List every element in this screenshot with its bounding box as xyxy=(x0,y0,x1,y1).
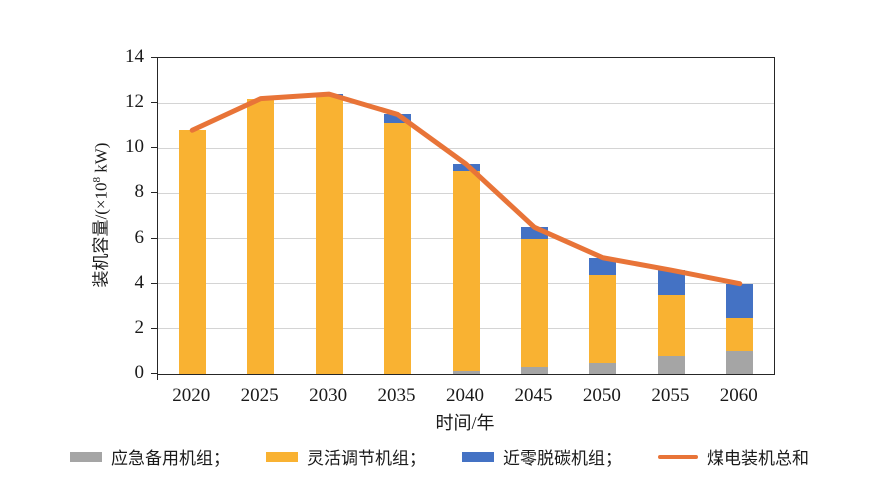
bar-segment-近零脱碳机组-2045 xyxy=(520,227,548,239)
bar-segment-灵活调节机组-2035 xyxy=(384,123,412,374)
legend-swatch-near-zero-decarb xyxy=(462,451,494,462)
legend-item-emergency-backup: 应急备用机组； xyxy=(70,444,230,469)
legend-swatch-flexible-regulation xyxy=(266,451,298,462)
bar-segment-灵活调节机组-2040 xyxy=(452,170,480,371)
legend-label-flexible-regulation: 灵活调节机组； xyxy=(307,449,426,468)
y-tick-label-8: 8 xyxy=(134,181,145,203)
y-tick-mark-10 xyxy=(151,147,157,149)
bar-segment-近零脱碳机组-2055 xyxy=(657,270,685,295)
bar-segment-应急备用机组-2050 xyxy=(589,362,617,374)
bar-segment-灵活调节机组-2060 xyxy=(726,317,754,352)
bar-segment-近零脱碳机组-2030 xyxy=(315,94,343,97)
bar-segment-近零脱碳机组-2040 xyxy=(452,164,480,171)
legend-label-emergency-backup: 应急备用机组； xyxy=(111,449,230,468)
bar-segment-灵活调节机组-2020 xyxy=(178,130,206,374)
bar-segment-近零脱碳机组-2060 xyxy=(726,283,754,318)
legend-item-total-line: 煤电装机总和 xyxy=(658,444,809,469)
y-tick-label-6: 6 xyxy=(134,226,145,248)
bar-segment-近零脱碳机组-2035 xyxy=(384,114,412,124)
x-tick-label-2035: 2035 xyxy=(377,385,416,406)
bar-segment-灵活调节机组-2025 xyxy=(247,98,275,374)
legend-swatch-emergency-backup xyxy=(70,451,102,462)
y-tick-mark-8 xyxy=(151,192,157,194)
legend: 应急备用机组； 灵活调节机组； 近零脱碳机组； 煤电装机总和 xyxy=(0,444,879,469)
y-tick-mark-14 xyxy=(151,57,157,58)
bar-segment-近零脱碳机组-2050 xyxy=(589,257,617,275)
y-tick-label-12: 12 xyxy=(125,91,144,113)
x-tick-label-2030: 2030 xyxy=(309,385,348,406)
bar-segment-灵活调节机组-2050 xyxy=(589,274,617,363)
x-tick-label-2050: 2050 xyxy=(582,385,621,406)
y-tick-mark-2 xyxy=(151,327,157,329)
legend-label-total: 煤电装机总和 xyxy=(707,449,809,468)
y-tick-label-0: 0 xyxy=(134,362,145,383)
x-axis-corner-tick xyxy=(157,375,158,380)
bar-segment-应急备用机组-2055 xyxy=(657,355,685,374)
bar-segment-灵活调节机组-2055 xyxy=(657,295,685,356)
y-tick-mark-4 xyxy=(151,282,157,284)
y-tick-label-2: 2 xyxy=(134,316,145,338)
bar-segment-应急备用机组-2040 xyxy=(452,370,480,374)
y-tick-label-10: 10 xyxy=(125,136,144,158)
legend-item-flexible-regulation: 灵活调节机组； xyxy=(266,444,426,469)
x-tick-label-2025: 2025 xyxy=(240,385,279,406)
bar-segment-灵活调节机组-2030 xyxy=(315,96,343,374)
x-tick-label-2060: 2060 xyxy=(719,385,758,406)
bar-segment-应急备用机组-2045 xyxy=(520,367,548,374)
y-tick-label-4: 4 xyxy=(134,271,145,293)
x-tick-label-2040: 2040 xyxy=(446,385,484,406)
legend-item-near-zero-decarb: 近零脱碳机组； xyxy=(462,444,622,469)
bar-segment-应急备用机组-2060 xyxy=(726,351,754,374)
plot-area xyxy=(157,57,775,375)
y-tick-mark-6 xyxy=(151,237,157,239)
x-tick-label-2020: 2020 xyxy=(172,385,211,406)
y-tick-mark-12 xyxy=(151,102,157,104)
x-tick-label-2055: 2055 xyxy=(651,385,690,406)
x-axis-title: 时间/年 xyxy=(435,413,495,433)
bar-segment-灵活调节机组-2045 xyxy=(520,238,548,368)
x-tick-label-2045: 2045 xyxy=(514,385,553,406)
y-tick-label-14: 14 xyxy=(125,46,144,67)
y-tick-mark-0 xyxy=(151,373,157,374)
legend-line-swatch-total xyxy=(658,454,698,459)
legend-label-near-zero-decarb: 近零脱碳机组； xyxy=(503,449,622,468)
